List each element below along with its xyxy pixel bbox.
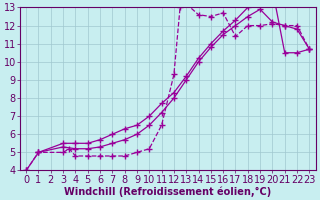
X-axis label: Windchill (Refroidissement éolien,°C): Windchill (Refroidissement éolien,°C) [64,186,271,197]
